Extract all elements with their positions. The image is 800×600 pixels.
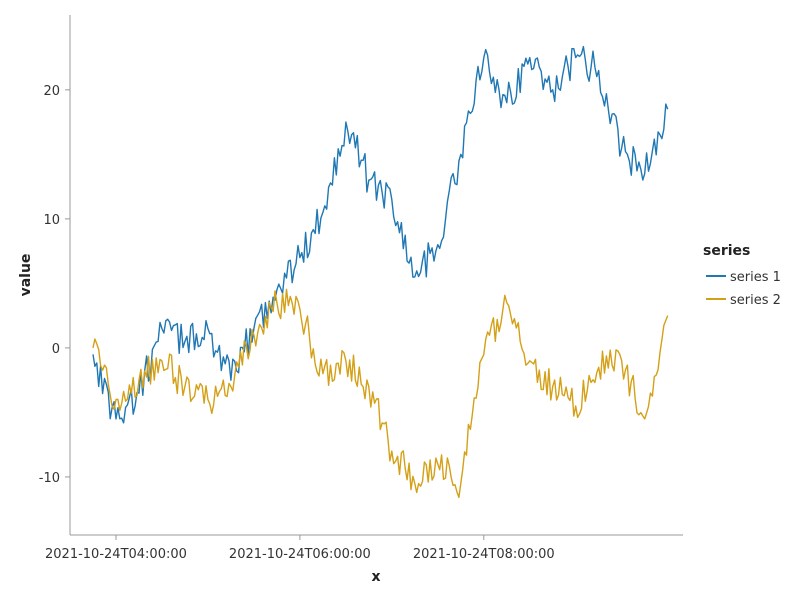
y-tick-label: 10 — [43, 213, 60, 228]
x-tick-label: 2021-10-24T06:00:00 — [229, 547, 371, 562]
series-lines — [92, 45, 669, 499]
legend-label-series-1: series 1 — [730, 270, 781, 285]
axes — [69, 15, 683, 536]
y-axis-title: value — [18, 254, 34, 297]
legend: series series 1 series 2 — [703, 243, 781, 308]
y-tick-label: 20 — [43, 84, 60, 99]
y-tick-label: 0 — [52, 342, 60, 357]
series-line-1 — [92, 45, 669, 424]
y-tick-label: -10 — [39, 471, 60, 486]
x-axis-title: x — [371, 569, 380, 585]
x-tick-label: 2021-10-24T08:00:00 — [413, 547, 555, 562]
x-axis-ticks: 2021-10-24T04:00:00 2021-10-24T06:00:00 20… — [45, 535, 555, 562]
legend-label-series-2: series 2 — [730, 293, 781, 308]
legend-title: series — [703, 243, 750, 259]
x-tick-label: 2021-10-24T04:00:00 — [45, 547, 187, 562]
series-line-2 — [92, 288, 669, 499]
y-axis-ticks: -10 0 10 20 — [39, 84, 70, 486]
